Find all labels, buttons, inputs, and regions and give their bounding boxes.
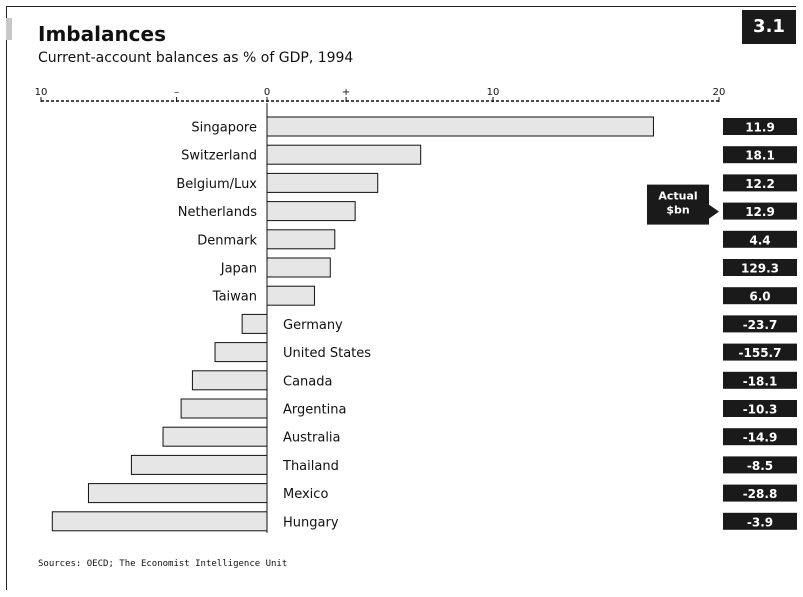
actual-value-box xyxy=(723,456,797,474)
actual-value-label: -10.3 xyxy=(743,403,778,417)
actual-value-box xyxy=(723,146,797,164)
actual-value-box xyxy=(723,174,797,192)
actual-value-box xyxy=(723,287,797,305)
actual-value-label: -3.9 xyxy=(747,515,773,529)
actual-value-box xyxy=(723,512,797,530)
actual-value-label: 18.1 xyxy=(745,149,775,163)
x-tick-label: – xyxy=(174,87,179,98)
category-label: Singapore xyxy=(191,121,257,136)
category-label: Australia xyxy=(283,431,341,446)
category-label: Japan xyxy=(220,262,257,277)
bar xyxy=(130,454,268,475)
category-label: Argentina xyxy=(283,403,346,418)
category-label: Taiwan xyxy=(212,290,257,305)
actual-value-label: -23.7 xyxy=(743,318,778,332)
figure-number-badge: 3.1 xyxy=(742,10,796,44)
actual-value-label: -18.1 xyxy=(743,374,778,388)
callout-arrow xyxy=(709,204,719,219)
actual-value-label: -14.9 xyxy=(743,431,778,445)
x-tick-label: 10 xyxy=(487,87,500,98)
source-note: Sources: OECD; The Economist Intelligenc… xyxy=(38,559,288,569)
x-tick-label: 10 xyxy=(35,87,48,98)
category-label: Canada xyxy=(283,374,332,389)
actual-value-label: 129.3 xyxy=(741,262,779,276)
bar xyxy=(266,229,336,250)
bar xyxy=(266,144,422,165)
bar xyxy=(241,313,268,334)
actual-value-box xyxy=(723,343,797,361)
bar xyxy=(87,483,268,504)
bar xyxy=(51,511,268,532)
category-label: Belgium/Lux xyxy=(176,177,257,192)
category-label: Hungary xyxy=(283,515,339,530)
chart-title: Imbalances xyxy=(38,22,167,46)
actual-value-box xyxy=(723,484,797,502)
actual-value-label: 12.2 xyxy=(745,177,775,191)
corner-accent xyxy=(6,18,12,40)
actual-value-label: -28.8 xyxy=(743,487,778,501)
x-tick-label: 0 xyxy=(264,87,270,98)
bar xyxy=(191,370,268,391)
callout-box xyxy=(647,184,709,225)
category-label: Germany xyxy=(283,318,343,333)
actual-value-label: 11.9 xyxy=(745,121,775,135)
actual-value-label: -155.7 xyxy=(739,346,782,360)
bar xyxy=(266,116,654,137)
actual-value-box xyxy=(723,202,797,220)
bar xyxy=(162,426,268,447)
bar xyxy=(266,201,356,222)
actual-value-box xyxy=(723,259,797,276)
x-tick-label: 20 xyxy=(713,87,726,98)
actual-value-box xyxy=(723,315,797,333)
bar xyxy=(266,257,331,278)
bar xyxy=(180,398,268,419)
bar xyxy=(266,285,315,306)
chart-frame xyxy=(6,6,796,590)
category-label: Netherlands xyxy=(178,205,257,220)
chart-subtitle: Current-account balances as % of GDP, 19… xyxy=(38,50,354,66)
actual-value-box xyxy=(723,371,797,389)
actual-value-label: 6.0 xyxy=(749,290,770,304)
x-tick-label: + xyxy=(342,87,350,98)
bar xyxy=(214,342,268,363)
category-label: Denmark xyxy=(197,233,257,248)
category-label: Thailand xyxy=(282,459,339,474)
actual-value-box xyxy=(723,400,797,417)
actual-value-label: -8.5 xyxy=(747,459,773,473)
actual-value-box xyxy=(723,118,797,135)
category-label: Switzerland xyxy=(181,149,257,164)
actual-value-box xyxy=(723,428,797,446)
bar xyxy=(266,172,379,193)
callout-line-1: Actual xyxy=(658,190,697,203)
callout-line-2: $bn xyxy=(666,204,689,217)
actual-value-label: 12.9 xyxy=(745,205,775,219)
actual-value-label: 4.4 xyxy=(749,233,770,247)
category-label: United States xyxy=(283,346,371,361)
category-label: Mexico xyxy=(283,487,328,502)
actual-value-box xyxy=(723,230,797,248)
